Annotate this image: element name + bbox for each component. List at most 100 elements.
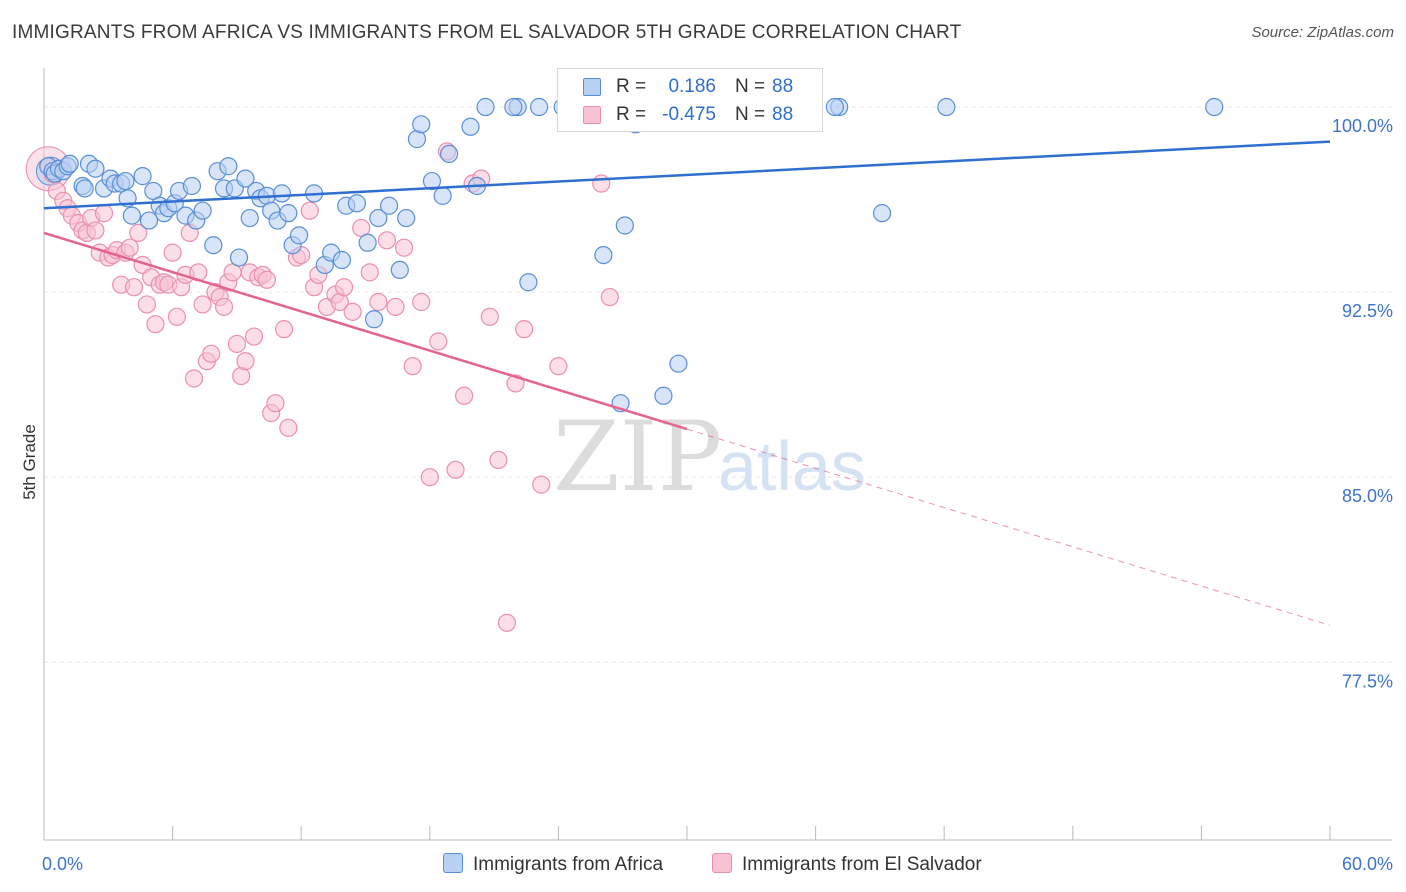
legend-n-label: N =: [735, 76, 766, 97]
bottom-legend-swatch-el-salvador: [712, 853, 732, 873]
africa-point: [439, 144, 459, 164]
el-salvador-point: [600, 287, 619, 307]
africa-point: [347, 194, 367, 213]
africa-point: [272, 184, 292, 203]
africa-point: [433, 186, 452, 205]
africa-point: [289, 226, 309, 245]
watermark: ZIP atlas: [553, 401, 866, 513]
africa-point: [204, 236, 223, 255]
el-salvador-point: [369, 292, 388, 312]
africa-point: [86, 159, 105, 178]
africa-point: [229, 248, 249, 267]
el-salvador-point: [480, 307, 499, 326]
legend-n-value: 88: [772, 76, 794, 97]
africa-point: [504, 97, 523, 117]
legend-n-label: N =: [735, 104, 766, 125]
legend-n-value: 88: [772, 104, 794, 125]
africa-point: [412, 115, 431, 134]
el-salvador-point: [454, 386, 474, 405]
el-salvador-point: [193, 295, 212, 314]
el-salvador-point: [129, 223, 148, 242]
el-salvador-point: [592, 174, 611, 193]
africa-point: [397, 208, 416, 228]
el-salvador-point: [124, 278, 144, 297]
el-salvador-point: [184, 369, 204, 388]
el-salvador-point: [300, 201, 319, 220]
el-salvador-point: [403, 357, 422, 376]
el-salvador-point: [86, 221, 105, 240]
africa-point: [530, 97, 549, 117]
watermark-zip: ZIP: [553, 401, 722, 513]
africa-point: [519, 273, 538, 292]
africa-point: [422, 171, 442, 191]
el-salvador-point: [532, 475, 551, 494]
el-salvador-point: [343, 302, 362, 321]
africa-point: [236, 169, 255, 188]
legend-row-africa: R = 0.186 N = 88: [558, 73, 822, 101]
el-salvador-point: [549, 357, 568, 376]
el-salvador-point: [429, 332, 448, 351]
el-salvador-point: [137, 295, 156, 314]
y-tick-label: 77.5%: [1342, 671, 1393, 691]
el-salvador-point: [120, 238, 139, 257]
el-salvador-point: [386, 297, 405, 317]
africa-point: [182, 176, 201, 196]
el-salvador-point: [489, 450, 508, 470]
el-salvador-point: [515, 320, 534, 339]
africa-point: [358, 233, 377, 252]
data-points: [25, 97, 1224, 632]
axis-labels: 77.5% 85.0% 92.5% 100.0% 0.0% 60.0% 5th Grade: [20, 116, 1393, 874]
africa-point: [116, 171, 135, 191]
el-salvador-point: [279, 418, 298, 437]
el-salvador-point: [94, 204, 114, 223]
legend-row-el-salvador: R = -0.475 N = 88: [558, 101, 822, 129]
chart-title: IMMIGRANTS FROM AFRICA VS IMMIGRANTS FRO…: [12, 22, 962, 43]
source-note: Source: ZipAtlas.com: [1251, 24, 1394, 41]
legend-swatch-africa: [583, 78, 601, 96]
africa-point: [669, 354, 688, 373]
africa-point: [390, 260, 409, 280]
el-salvador-point: [257, 270, 277, 289]
africa-point: [219, 157, 238, 176]
africa-point: [60, 154, 79, 173]
el-salvador-point: [202, 344, 221, 363]
legend-r-value: -0.475: [662, 104, 716, 125]
africa-point: [476, 97, 495, 117]
bottom-legend-swatch-africa: [443, 853, 463, 873]
el-salvador-point: [394, 238, 414, 257]
el-salvador-trend-line-extension: [686, 428, 1331, 626]
el-salvador-point: [163, 243, 182, 262]
africa-point: [1205, 97, 1224, 117]
africa-trend-line: [43, 140, 1331, 210]
legend-swatch-el-salvador: [583, 106, 601, 124]
el-salvador-point: [227, 334, 246, 354]
africa-point: [615, 216, 634, 235]
el-salvador-point: [497, 613, 517, 632]
bottom-legend-label-africa: Immigrants from Africa: [473, 854, 664, 875]
africa-point: [139, 211, 159, 230]
africa-point: [122, 206, 141, 225]
africa-point: [240, 208, 259, 228]
y-tick-label: 85.0%: [1342, 486, 1393, 506]
africa-point: [937, 97, 956, 117]
africa-point: [654, 386, 673, 405]
y-tick-label: 92.5%: [1342, 301, 1393, 321]
axes: [43, 68, 1392, 841]
africa-point: [461, 117, 480, 136]
africa-point: [133, 167, 152, 186]
grid: [44, 106, 1392, 663]
watermark-atlas: atlas: [718, 427, 866, 505]
y-tick-label: 100.0%: [1332, 116, 1393, 136]
el-salvador-point: [236, 352, 255, 371]
legend-r-label: R =: [616, 76, 647, 97]
el-salvador-point: [412, 292, 431, 312]
el-salvador-point: [420, 468, 439, 487]
el-salvador-point: [214, 297, 234, 317]
el-salvador-point: [266, 394, 285, 413]
bottom-legend-label-el-salvador: Immigrants from El Salvador: [742, 854, 982, 875]
el-salvador-trend-line: [43, 231, 688, 431]
africa-point: [872, 204, 892, 223]
legend-r-label: R =: [616, 104, 647, 125]
africa-point: [379, 196, 399, 215]
